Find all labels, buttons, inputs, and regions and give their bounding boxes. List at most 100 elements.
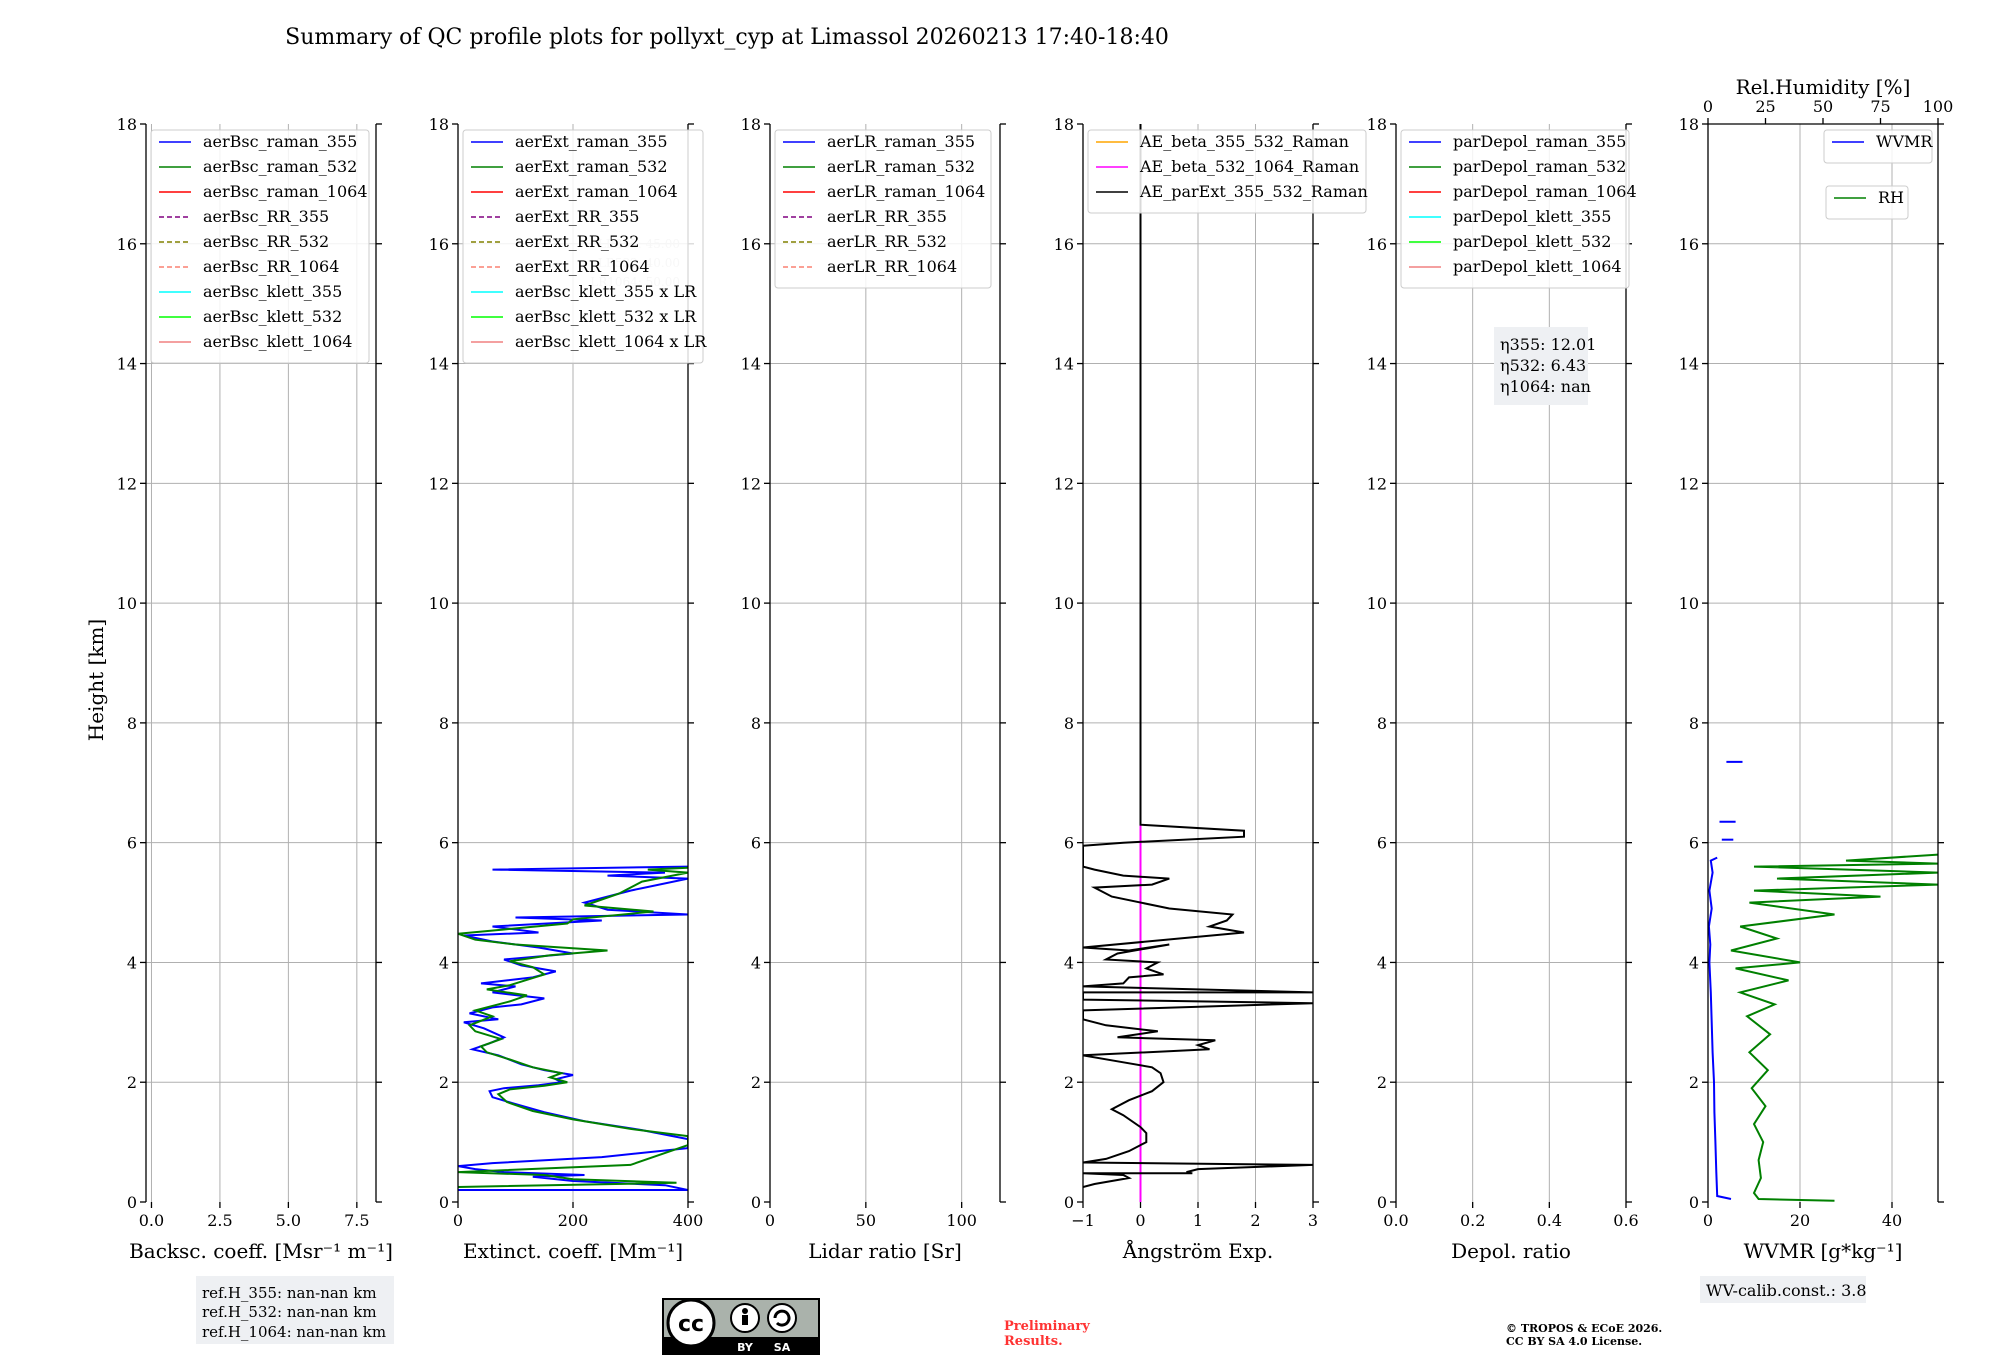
depol-legend-label: parDepol_raman_355: [1453, 132, 1626, 151]
y-tick-label: 4: [1064, 953, 1074, 972]
depol-legend-box: [1400, 129, 1630, 289]
x-axis-label: Depol. ratio: [1451, 1239, 1571, 1263]
ext-legend-label: aerBsc_klett_1064 x LR: [515, 332, 707, 351]
y-tick-label: 8: [751, 714, 761, 733]
panel-ext: 0 2 4 6 8 10 12 14 16 18 0 200 400 Extinct. coeff. [M…: [429, 115, 708, 1263]
x-tick-label: 200: [558, 1211, 589, 1230]
y-tick-label: 8: [1689, 714, 1699, 733]
y-tick-label: 6: [439, 834, 449, 853]
top-x-tick-label: 75: [1870, 97, 1890, 116]
top-x-axis-label: Rel.Humidity [%]: [1736, 75, 1911, 99]
y-tick-label: 4: [1689, 953, 1699, 972]
x-tick-label: 400: [673, 1211, 704, 1230]
series-group: [458, 865, 688, 1191]
series-line-AE_parExt_355_532_Raman: [1083, 124, 1313, 1188]
bsc-legend-label: aerBsc_RR_532: [203, 232, 329, 251]
x-tick-label: 0.0: [139, 1211, 164, 1230]
y-tick-label: 10: [1367, 594, 1387, 613]
x-tick-label: 0: [453, 1211, 463, 1230]
y-tick-label: 2: [1689, 1073, 1699, 1092]
y-tick-label: 14: [429, 355, 449, 374]
series-group: [1708, 760, 1938, 1202]
y-tick-label: 6: [1689, 834, 1699, 853]
refh-355: ref.H_355: nan-nan km: [202, 1284, 377, 1302]
preliminary-line1: Preliminary: [1004, 1319, 1090, 1334]
eta-box: [1494, 327, 1588, 405]
sa-label: SA: [774, 1341, 791, 1354]
ext-legend-label: aerExt_RR_1064: [515, 257, 650, 276]
top-x-tick-label: 0: [1703, 97, 1713, 116]
bsc-legend-label: aerBsc_RR_1064: [203, 257, 339, 276]
y-tick-label: 18: [1054, 115, 1074, 134]
y-tick-label: 8: [439, 714, 449, 733]
preliminary-line2: Results.: [1004, 1334, 1063, 1349]
x-tick-label: 0.4: [1537, 1211, 1562, 1230]
y-tick-label: 10: [741, 594, 761, 613]
refh-532: ref.H_532: nan-nan km: [202, 1303, 377, 1321]
cc-icon: [666, 1298, 716, 1348]
x-tick-label: 0: [1135, 1211, 1145, 1230]
ext-legend-label: aerExt_RR_532: [515, 232, 639, 251]
ext-legend-label: aerExt_RR_355: [515, 207, 639, 226]
y-tick-label: 16: [741, 235, 761, 254]
x-tick-label: 40: [1882, 1211, 1902, 1230]
wv-legend-box: [1823, 129, 1933, 164]
bsc-legend-label: aerBsc_raman_1064: [203, 182, 368, 201]
ext-legend-label: aerBsc_klett_532 x LR: [515, 307, 697, 326]
x-tick-label: 20: [1790, 1211, 1810, 1230]
ext-legend-label: aerBsc_klett_355 x LR: [515, 282, 697, 301]
y-tick-label: 14: [117, 355, 137, 374]
y-tick-label: 8: [1064, 714, 1074, 733]
rh-legend-box: [1825, 185, 1909, 220]
panel-bsc: 0 2 4 6 8 10 12 14 16 18 0.0 2.5 5.0 7.5 Backsc. coeff…: [117, 115, 393, 1263]
series-line-aerExt_raman_532: [458, 866, 688, 1188]
rh-legend-label: RH: [1878, 188, 1904, 207]
y-tick-label: 0: [751, 1193, 761, 1212]
y-tick-label: 10: [1679, 594, 1699, 613]
y-tick-label: 0: [1064, 1193, 1074, 1212]
y-tick-label: 16: [1367, 235, 1387, 254]
lr-legend-box: [774, 129, 992, 289]
x-tick-label: 2: [1250, 1211, 1260, 1230]
depol-legend-label: parDepol_klett_532: [1453, 232, 1611, 251]
x-axis-label: Extinct. coeff. [Mm⁻¹]: [463, 1239, 683, 1263]
x-tick-label: 0.0: [1383, 1211, 1408, 1230]
x-tick-label: 50: [856, 1211, 876, 1230]
x-tick-label: 1: [1193, 1211, 1203, 1230]
y-tick-label: 0: [1689, 1193, 1699, 1212]
wv-legend-label: WVMR: [1876, 132, 1933, 151]
y-tick-label: 8: [127, 714, 137, 733]
y-tick-label: 18: [741, 115, 761, 134]
figure-title: Summary of QC profile plots for pollyxt_…: [285, 25, 1169, 50]
y-tick-label: 18: [1679, 115, 1699, 134]
y-tick-label: 8: [1377, 714, 1387, 733]
x-tick-label: 0: [765, 1211, 775, 1230]
x-axis-label: Lidar ratio [Sr]: [808, 1239, 962, 1263]
bsc-legend-label: aerBsc_klett_1064: [203, 332, 352, 351]
eta-value: η355: 12.01: [1500, 335, 1596, 354]
x-tick-label: 0.6: [1613, 1211, 1638, 1230]
bsc-legend-label: aerBsc_RR_355: [203, 207, 329, 226]
x-tick-label: 7.5: [344, 1211, 369, 1230]
lr-legend-label: aerLR_RR_1064: [827, 257, 957, 276]
x-tick-label: 0.2: [1460, 1211, 1485, 1230]
y-tick-label: 6: [751, 834, 761, 853]
top-x-tick-label: 25: [1755, 97, 1775, 116]
bsc-legend-label: aerBsc_raman_532: [203, 157, 357, 176]
refh-1064: ref.H_1064: nan-nan km: [202, 1323, 386, 1341]
ext-legend-label: aerExt_raman_532: [515, 157, 668, 176]
y-tick-label: 16: [1054, 235, 1074, 254]
y-tick-label: 2: [751, 1073, 761, 1092]
y-tick-label: 2: [1064, 1073, 1074, 1092]
x-tick-label: 5.0: [276, 1211, 301, 1230]
lr-legend-label: aerLR_RR_355: [827, 207, 947, 226]
y-tick-label: 14: [1054, 355, 1074, 374]
y-tick-label: 0: [127, 1193, 137, 1212]
y-tick-label: 16: [1679, 235, 1699, 254]
y-axis-label: Height [km]: [84, 619, 108, 741]
y-tick-label: 12: [1367, 474, 1387, 493]
ext-legend-box: [462, 129, 704, 364]
